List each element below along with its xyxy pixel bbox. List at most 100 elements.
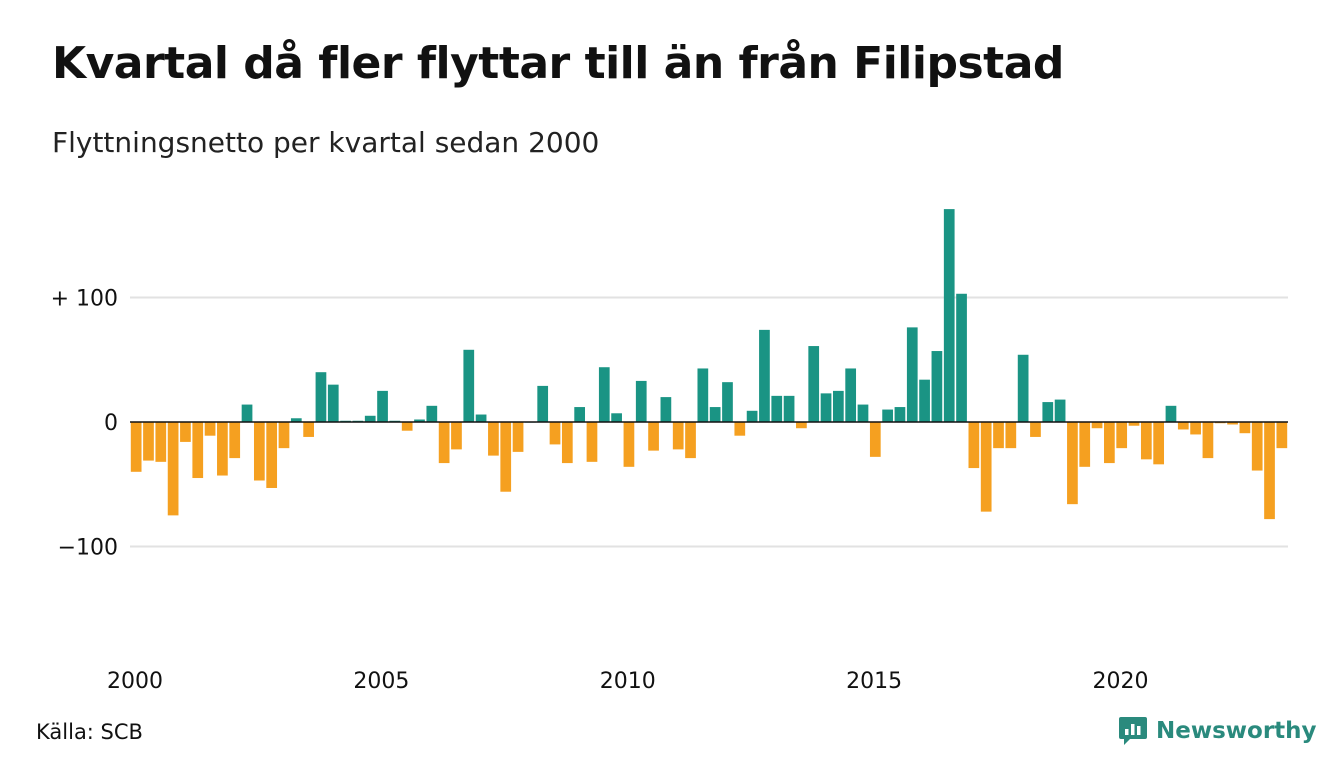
bar xyxy=(1227,422,1238,425)
bar xyxy=(475,414,487,422)
bar xyxy=(623,422,635,467)
bar xyxy=(451,422,462,450)
bar xyxy=(1067,422,1078,505)
bar xyxy=(537,385,549,422)
bar xyxy=(1042,402,1054,422)
bar xyxy=(808,346,820,422)
bar xyxy=(820,393,832,422)
bar xyxy=(549,422,561,445)
bar xyxy=(956,293,967,422)
bar xyxy=(1264,422,1275,520)
bar xyxy=(857,404,869,422)
bar xyxy=(253,422,265,481)
bars xyxy=(130,209,1288,520)
bar xyxy=(993,422,1004,449)
chart-title: Kvartal då fler flyttar till än från Fil… xyxy=(52,38,1064,89)
bar xyxy=(500,422,512,492)
bar xyxy=(1190,422,1201,435)
chart-subtitle: Flyttningsnetto per kvartal sedan 2000 xyxy=(52,126,600,159)
bar xyxy=(167,422,179,516)
bar xyxy=(931,351,943,422)
brand-logo: Newsworthy xyxy=(1118,714,1317,748)
y-tick-label: + 100 xyxy=(51,287,118,312)
bar xyxy=(463,349,475,422)
bar xyxy=(192,422,204,479)
bar xyxy=(426,405,438,422)
x-tick-label: 2020 xyxy=(1093,669,1149,694)
newsworthy-icon xyxy=(1119,717,1147,745)
bar xyxy=(155,422,167,462)
bar xyxy=(980,422,992,512)
bar xyxy=(771,395,783,422)
bar xyxy=(832,390,844,422)
bar xyxy=(1239,422,1251,434)
bar xyxy=(746,410,758,422)
bar xyxy=(1251,422,1263,471)
bar xyxy=(1005,422,1017,449)
brand-name: Newsworthy xyxy=(1156,718,1317,744)
bar xyxy=(315,372,327,422)
bar xyxy=(1017,354,1029,422)
x-tick-label: 2015 xyxy=(846,669,902,694)
bar xyxy=(414,419,425,422)
x-tick-label: 2010 xyxy=(600,669,656,694)
bar xyxy=(586,422,598,462)
y-tick-label: 0 xyxy=(104,411,118,436)
bar xyxy=(845,368,857,422)
bar xyxy=(759,329,770,422)
bar xyxy=(783,395,795,422)
bar xyxy=(266,422,278,488)
bar-chart: + 100 0 −100 2000 2005 2010 2015 2020 xyxy=(51,209,1288,694)
bar xyxy=(561,422,573,464)
bar xyxy=(919,379,930,422)
bar xyxy=(1165,405,1177,422)
bar xyxy=(180,422,191,442)
bar xyxy=(672,422,684,450)
bar xyxy=(1079,422,1091,467)
bar xyxy=(709,407,721,422)
bar xyxy=(290,418,302,422)
bar xyxy=(882,409,893,422)
bar xyxy=(512,422,524,452)
x-tick-label: 2005 xyxy=(353,669,409,694)
bar xyxy=(229,422,241,459)
bar xyxy=(1116,422,1128,449)
grid-lines xyxy=(130,296,1288,548)
bar xyxy=(401,422,413,431)
bar xyxy=(438,422,450,464)
bar xyxy=(796,422,807,429)
bar xyxy=(488,422,499,456)
bar xyxy=(143,422,154,461)
bar xyxy=(906,327,918,422)
bar xyxy=(1276,422,1288,449)
bar xyxy=(598,367,610,422)
bar xyxy=(660,397,672,422)
bar xyxy=(943,209,955,422)
bar xyxy=(204,422,216,436)
bar xyxy=(130,422,142,472)
bar xyxy=(327,384,339,422)
bar xyxy=(303,422,314,437)
source-note: Källa: SCB xyxy=(36,720,143,744)
bar xyxy=(1177,422,1189,430)
bar xyxy=(1140,422,1152,460)
bar xyxy=(1153,422,1165,465)
bar xyxy=(869,422,881,457)
bar xyxy=(241,404,253,422)
bar xyxy=(697,368,709,422)
axes: + 100 0 −100 2000 2005 2010 2015 2020 xyxy=(51,287,1288,694)
bar xyxy=(278,422,290,449)
bar xyxy=(734,422,746,436)
bar xyxy=(1202,422,1214,459)
bar xyxy=(1128,422,1140,426)
bar xyxy=(1054,399,1066,422)
bar xyxy=(611,413,622,422)
bar xyxy=(377,390,388,422)
bar xyxy=(574,407,586,422)
bar xyxy=(364,415,376,422)
bar xyxy=(894,407,906,422)
bar xyxy=(1091,422,1103,429)
y-tick-label: −100 xyxy=(58,536,118,561)
bar xyxy=(1030,422,1041,437)
bar xyxy=(648,422,659,451)
